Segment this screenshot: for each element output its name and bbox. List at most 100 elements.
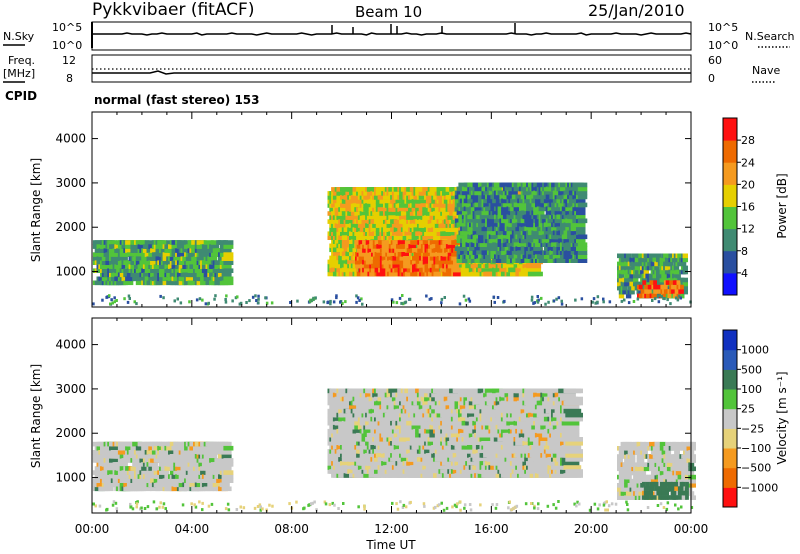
heatmap-cell <box>547 258 557 263</box>
heatmap-cell <box>663 253 669 259</box>
heatmap-cell <box>189 280 200 286</box>
heatmap-cell <box>549 238 559 244</box>
heatmap-cell <box>114 264 125 269</box>
heatmap-cell <box>508 226 518 232</box>
heatmap-cell <box>624 277 630 283</box>
freq-right-bottom: 0 <box>708 72 715 85</box>
heatmap-cell <box>526 267 542 273</box>
heatmap-cell <box>682 281 688 287</box>
heatmap-cell <box>117 462 128 467</box>
heatmap-cell <box>552 299 556 303</box>
heatmap-cell <box>142 272 153 278</box>
heatmap-cell <box>530 295 534 299</box>
heatmap-cell <box>223 256 234 261</box>
heatmap-cell <box>560 186 570 192</box>
heatmap-cell <box>341 302 344 305</box>
heatmap-cell <box>503 299 506 303</box>
heatmap-cell <box>110 298 113 302</box>
heatmap-cell <box>556 234 566 240</box>
heatmap-cell <box>577 202 588 208</box>
heatmap-cell <box>201 445 212 451</box>
heatmap-cell <box>236 295 239 299</box>
heatmap-cell <box>126 252 137 257</box>
heatmap-cell <box>387 252 395 257</box>
heatmap-cell <box>458 182 468 188</box>
heatmap-cell <box>576 238 586 244</box>
heatmap-cell <box>96 482 107 488</box>
heatmap-cell <box>164 466 175 471</box>
heatmap-cell <box>223 276 234 282</box>
heatmap-cell <box>576 206 586 212</box>
heatmap-cell <box>94 240 105 245</box>
heatmap-cell <box>231 299 234 303</box>
heatmap-cell <box>207 256 218 261</box>
heatmap-cell <box>196 240 207 245</box>
heatmap-cell <box>659 281 665 287</box>
heatmap-cell <box>402 302 405 306</box>
heatmap-cell <box>535 202 545 208</box>
power-ylabel: Slant Range [km] <box>29 158 43 262</box>
heatmap-cell <box>543 198 554 204</box>
heatmap-cell <box>638 284 643 290</box>
heatmap-cell <box>580 297 584 301</box>
heatmap-cell <box>310 298 313 302</box>
heatmap-cell <box>223 470 234 475</box>
heatmap-cell <box>467 226 477 232</box>
heatmap-cell <box>526 250 536 255</box>
heatmap-cell <box>201 260 212 265</box>
heatmap-cell <box>620 299 624 303</box>
heatmap-cell <box>133 300 136 304</box>
heatmap-cell <box>408 244 417 249</box>
heatmap-cell <box>642 280 647 285</box>
heatmap-cell <box>408 297 412 301</box>
heatmap-cell <box>107 240 118 245</box>
heatmap-cell <box>135 302 138 306</box>
heatmap-cell <box>622 289 628 295</box>
nsearch-label: N.Search <box>745 30 795 43</box>
heatmap-cell <box>667 293 672 299</box>
heatmap-cell <box>526 234 536 240</box>
heatmap-cell <box>440 256 449 261</box>
heatmap-cell <box>150 248 161 253</box>
heatmap-cell <box>535 210 545 216</box>
heatmap-cell <box>622 285 628 291</box>
heatmap-cell <box>560 302 564 306</box>
heatmap-cell <box>679 293 685 299</box>
heatmap-cell <box>196 248 207 253</box>
heatmap-cell <box>464 298 468 302</box>
heatmap-cell <box>543 190 554 196</box>
heatmap-cell <box>524 226 534 232</box>
heatmap-cell <box>123 280 134 286</box>
heatmap-cell <box>472 182 483 188</box>
heatmap-cell <box>221 454 232 459</box>
heatmap-cell <box>196 256 207 261</box>
heatmap-cell <box>643 269 649 275</box>
heatmap-cell <box>625 293 632 299</box>
heatmap-cell <box>100 244 110 249</box>
heatmap-cell <box>356 296 360 300</box>
heatmap-cell <box>404 300 408 304</box>
heatmap-cell <box>187 260 198 265</box>
heatmap-cell <box>415 199 431 204</box>
cpid-label: CPID <box>5 89 37 103</box>
heatmap-cell <box>395 301 399 305</box>
heatmap-cell <box>668 253 674 259</box>
heatmap-cell <box>179 301 183 305</box>
heatmap-cell <box>576 222 586 228</box>
heatmap-cell <box>392 300 395 304</box>
heatmap-cell <box>196 478 207 483</box>
heatmap-cell <box>403 259 411 265</box>
heatmap-cell <box>309 298 312 302</box>
heatmap-cell <box>111 301 114 305</box>
heatmap-cell <box>656 253 662 259</box>
heatmap-cell <box>207 268 218 273</box>
heatmap-cell <box>640 289 645 294</box>
heatmap-cell <box>424 235 440 240</box>
heatmap-cell <box>135 280 146 286</box>
heatmap-cell <box>451 263 459 269</box>
heatmap-cell <box>108 294 111 298</box>
heatmap-cell <box>636 273 642 279</box>
heatmap-cell <box>547 218 557 224</box>
heatmap-cell <box>204 302 208 306</box>
